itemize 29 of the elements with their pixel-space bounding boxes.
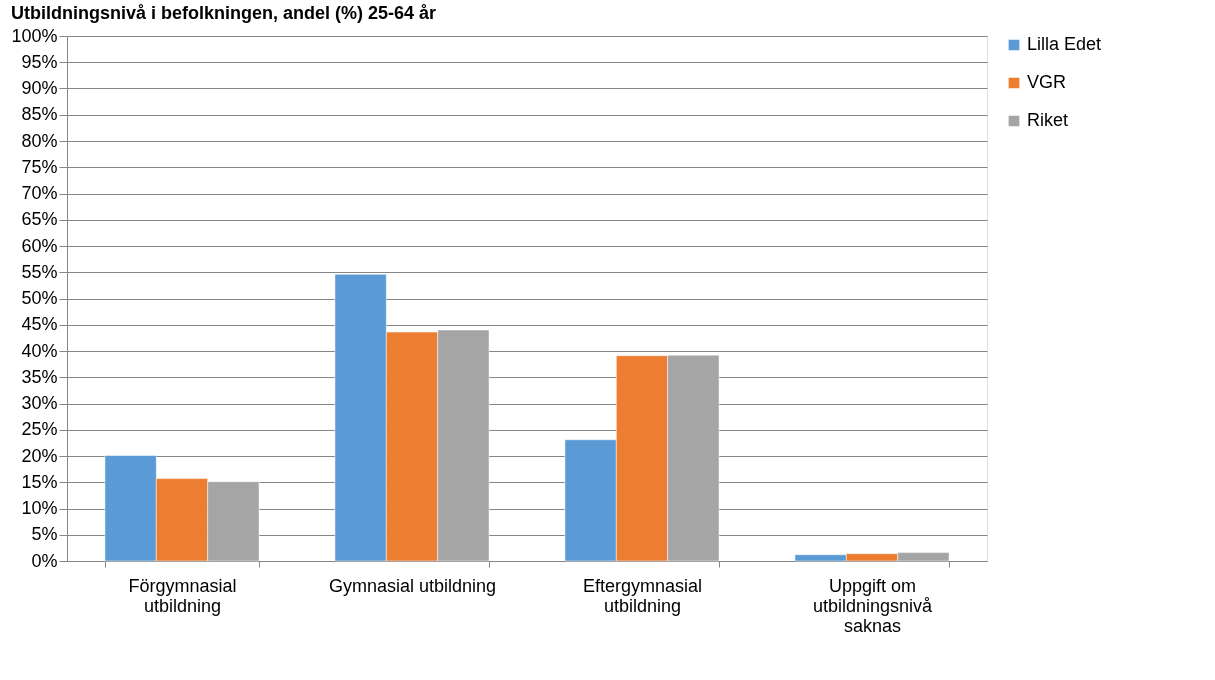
chart-title: Utbildningsnivå i befolkningen, andel (%) 25-64 år	[10, 3, 437, 23]
x-tick-label: Eftergymnasial utbildning	[582, 575, 703, 616]
y-tick-label: 100%	[11, 25, 58, 46]
y-tick-label: 40%	[21, 340, 58, 361]
y-tick-label: 80%	[21, 130, 58, 151]
legend-label: VGR	[1027, 72, 1067, 92]
y-tick-label: 65%	[21, 209, 58, 230]
y-tick-label: 15%	[21, 471, 58, 492]
y-tick-label: 30%	[21, 393, 58, 413]
y-tick-label: 5%	[31, 524, 58, 545]
y-tick-label: 90%	[21, 78, 58, 98]
y-tick-label: 70%	[21, 183, 58, 203]
y-tick-label: 55%	[21, 261, 58, 282]
y-tick-label: 25%	[21, 419, 58, 440]
y-tick-label: 95%	[21, 51, 58, 72]
legend-label: Lilla Edet	[1027, 34, 1102, 54]
y-tick-label: 35%	[21, 366, 58, 387]
y-tick-label: 10%	[21, 498, 58, 518]
y-tick-label: 75%	[21, 156, 58, 177]
y-tick-label: 20%	[21, 445, 58, 466]
x-tick-label: Förgymnasial utbildning	[128, 575, 237, 616]
y-tick-label: 85%	[21, 104, 58, 125]
y-tick-label: 60%	[21, 235, 58, 256]
x-tick-label: Uppgift om utbildningsnivå saknas	[812, 575, 934, 636]
y-tick-label: 0%	[31, 550, 58, 571]
legend-label: Riket	[1027, 110, 1069, 130]
y-tick-label: 50%	[21, 288, 58, 308]
y-tick-label: 45%	[21, 314, 58, 335]
x-tick-label: Gymnasial utbildning	[328, 575, 497, 596]
